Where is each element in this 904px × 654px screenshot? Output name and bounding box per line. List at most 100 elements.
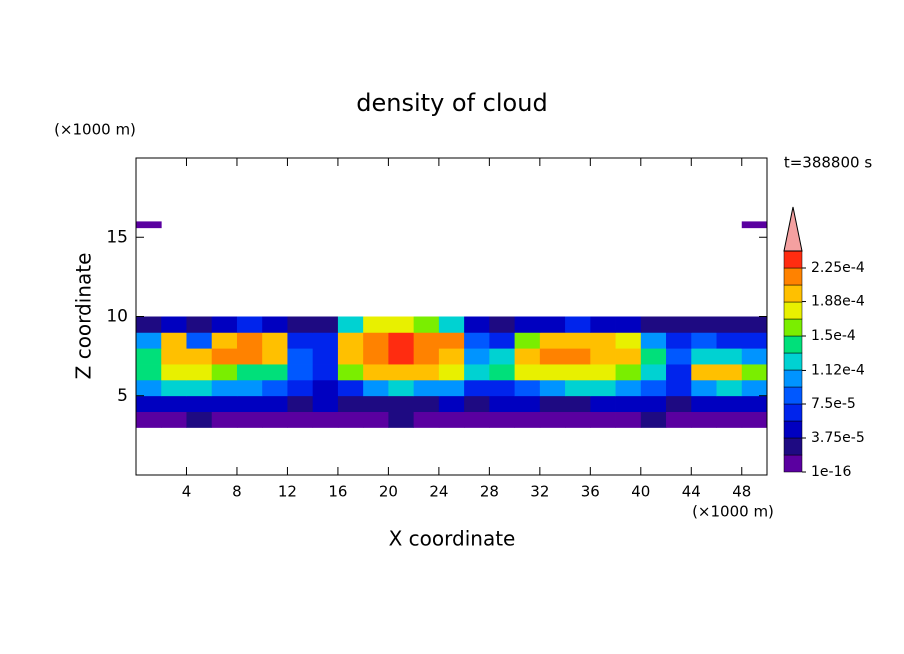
field-cell bbox=[489, 395, 515, 412]
field-cell bbox=[363, 379, 389, 397]
colorbar-box bbox=[783, 335, 803, 354]
field-cell bbox=[539, 364, 566, 381]
field-cell bbox=[716, 379, 743, 397]
field-cell bbox=[136, 411, 162, 428]
field-cell bbox=[337, 395, 364, 412]
field-cell bbox=[565, 379, 591, 397]
field-cell bbox=[337, 411, 364, 428]
field-cell bbox=[666, 395, 692, 412]
field-cell bbox=[287, 379, 314, 397]
field-cell bbox=[136, 348, 162, 365]
field-cell bbox=[489, 348, 515, 365]
field-cell bbox=[590, 411, 616, 428]
field-cell bbox=[640, 411, 667, 428]
field-cell bbox=[691, 379, 717, 397]
field-cell bbox=[514, 332, 541, 349]
field-cell bbox=[539, 332, 566, 349]
x-tick-label: 16 bbox=[328, 483, 347, 501]
field-cell bbox=[438, 348, 465, 365]
field-cell bbox=[136, 316, 162, 333]
x-tick-label: 40 bbox=[631, 483, 650, 501]
field-cell bbox=[489, 316, 515, 333]
field-cell bbox=[615, 395, 642, 412]
field-cell bbox=[741, 411, 768, 428]
field-cell bbox=[438, 332, 465, 349]
field-cell bbox=[539, 348, 566, 365]
field-cell bbox=[388, 411, 415, 428]
colorbar-box bbox=[783, 267, 803, 286]
field-cell bbox=[413, 395, 440, 412]
y-unit: (×1000 m) bbox=[54, 121, 136, 139]
field-cell bbox=[413, 364, 440, 381]
field-cell bbox=[716, 348, 743, 365]
field-cell bbox=[136, 332, 162, 349]
x-tick-label: 4 bbox=[182, 483, 192, 501]
field-cell bbox=[489, 364, 515, 381]
field-cell bbox=[666, 316, 692, 333]
field-cell bbox=[741, 221, 768, 229]
colorbar-tick-label: 2.25e-4 bbox=[811, 260, 865, 276]
field-cell bbox=[666, 364, 692, 381]
colorbar-tick-label: 1.12e-4 bbox=[811, 362, 865, 378]
field-cell bbox=[363, 332, 389, 349]
field-cell bbox=[716, 364, 743, 381]
field-cell bbox=[489, 332, 515, 349]
field-cell bbox=[287, 332, 314, 349]
field-cell bbox=[514, 348, 541, 365]
field-cell bbox=[514, 316, 541, 333]
field-cell bbox=[640, 364, 667, 381]
field-cell bbox=[337, 364, 364, 381]
field-cell bbox=[741, 379, 768, 397]
field-cell bbox=[312, 395, 339, 412]
field-cell bbox=[565, 364, 591, 381]
field-cell bbox=[363, 411, 389, 428]
field-cell bbox=[640, 348, 667, 365]
field-cell bbox=[590, 379, 616, 397]
field-cell bbox=[388, 364, 415, 381]
field-cell bbox=[262, 348, 288, 365]
field-cell bbox=[363, 395, 389, 412]
field-cell bbox=[236, 332, 263, 349]
field-cell bbox=[716, 411, 743, 428]
field-cell bbox=[312, 332, 339, 349]
field-cell bbox=[464, 364, 490, 381]
field-cell bbox=[136, 379, 162, 397]
field-cell bbox=[590, 364, 616, 381]
field-cell bbox=[464, 348, 490, 365]
x-tick-label: 36 bbox=[581, 483, 600, 501]
field-cell bbox=[388, 348, 415, 365]
field-cell bbox=[211, 411, 238, 428]
x-tick-label: 24 bbox=[429, 483, 448, 501]
y-tick-label: 5 bbox=[117, 386, 128, 406]
colorbar-box bbox=[783, 352, 803, 371]
field-cell bbox=[161, 395, 187, 412]
field-cell bbox=[262, 379, 288, 397]
field-cell bbox=[388, 316, 415, 333]
field-cell bbox=[186, 411, 213, 428]
x-tick-label: 48 bbox=[732, 483, 751, 501]
field-cell bbox=[565, 411, 591, 428]
field-cell bbox=[337, 332, 364, 349]
field-cell bbox=[539, 395, 566, 412]
field-cell bbox=[211, 395, 238, 412]
field-cell bbox=[691, 364, 717, 381]
field-cell bbox=[640, 316, 667, 333]
field-cell bbox=[236, 395, 263, 412]
field-cell bbox=[438, 364, 465, 381]
field-cell bbox=[287, 395, 314, 412]
chart-title: density of cloud bbox=[356, 89, 547, 117]
field-cell bbox=[211, 364, 238, 381]
field-cell bbox=[262, 316, 288, 333]
colorbar-box bbox=[783, 420, 803, 439]
field-cell bbox=[161, 348, 187, 365]
field-cell bbox=[691, 411, 717, 428]
field-cell bbox=[236, 364, 263, 381]
colorbar-tick-label: 3.75e-5 bbox=[811, 430, 865, 446]
field-cell bbox=[413, 316, 440, 333]
field-cell bbox=[161, 379, 187, 397]
colorbar-box bbox=[783, 386, 803, 405]
colorbar-extend bbox=[783, 206, 803, 252]
field-cell bbox=[136, 395, 162, 412]
field-cell bbox=[640, 395, 667, 412]
